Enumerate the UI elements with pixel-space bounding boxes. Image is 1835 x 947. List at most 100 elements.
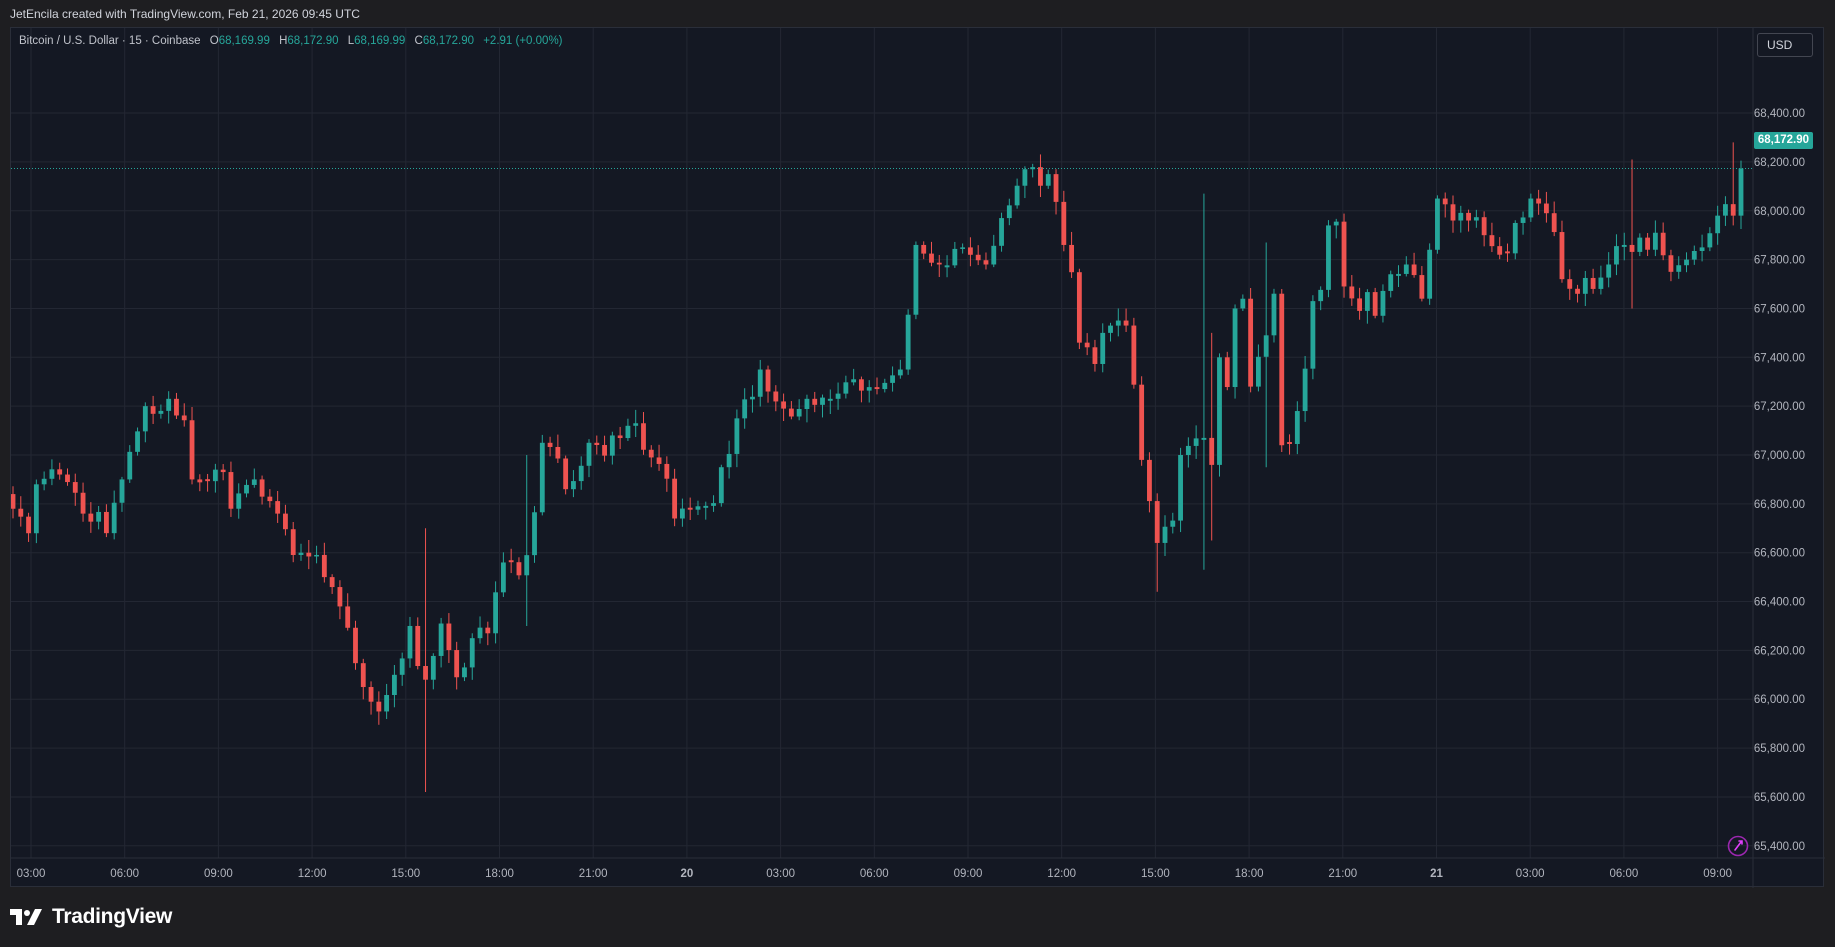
candle-body — [742, 399, 748, 419]
candle-body — [1567, 279, 1573, 289]
x-tick-label: 06:00 — [1610, 868, 1639, 880]
candlestick-chart[interactable]: 65,400.00 65,600.00 65,800.00 66,000.00 66,2… — [11, 28, 1825, 888]
candle-body — [796, 408, 802, 417]
candle-body — [944, 265, 950, 268]
candle-body — [656, 457, 662, 464]
candle-body — [119, 479, 125, 503]
candle-body — [18, 508, 24, 517]
y-tick-label: 67,600.00 — [1754, 303, 1805, 315]
candle-body — [960, 247, 966, 249]
candle-body — [1450, 204, 1456, 221]
candle-body — [1333, 221, 1339, 226]
candle-body — [251, 479, 257, 485]
candle-body — [259, 479, 265, 497]
candle-body — [423, 666, 428, 680]
candle-body — [617, 435, 623, 439]
candle-body — [1575, 288, 1580, 294]
candle-body — [1310, 301, 1316, 369]
candle-body — [103, 511, 109, 534]
chart-panel[interactable]: 65,400.00 65,600.00 65,800.00 66,000.00 66,2… — [10, 27, 1825, 888]
candle-body — [882, 382, 888, 390]
x-tick-label: 09:00 — [204, 868, 233, 880]
candle-body — [205, 479, 211, 482]
candle-body — [321, 554, 327, 578]
candle-body — [1162, 526, 1168, 543]
candle-body — [181, 415, 187, 421]
candle-body — [1014, 185, 1020, 206]
candle-body — [524, 555, 530, 576]
y-tick-label: 66,600.00 — [1754, 548, 1805, 560]
candle-body — [835, 393, 841, 399]
candle-body — [493, 592, 499, 634]
candle-body — [508, 560, 514, 563]
candle-body — [1115, 320, 1121, 326]
candle-body — [399, 658, 405, 675]
candle-body — [88, 513, 94, 522]
candle-body — [127, 451, 133, 480]
candle-body — [1287, 442, 1292, 444]
candle-body — [1707, 233, 1713, 248]
candles — [11, 142, 1753, 793]
candle-body — [773, 391, 779, 402]
y-tick-label: 66,800.00 — [1754, 499, 1805, 511]
close-value: 68,172.90 — [422, 35, 475, 47]
x-tick-label: 03:00 — [17, 868, 46, 880]
candle-body — [477, 627, 483, 639]
candle-body — [360, 663, 366, 688]
tradingview-logo-icon — [10, 909, 42, 925]
candle-body — [555, 446, 561, 459]
candle-body — [337, 587, 343, 607]
tradingview-logo[interactable]: TradingView — [10, 905, 172, 929]
open-label: O — [209, 35, 219, 47]
candle-body — [376, 701, 382, 712]
candle-body — [1326, 225, 1331, 290]
candle-body — [804, 398, 810, 409]
y-tick-label: 67,800.00 — [1754, 255, 1805, 267]
candle-body — [703, 505, 709, 508]
y-tick-label: 68,400.00 — [1754, 108, 1805, 120]
candle-body — [726, 453, 732, 468]
candle-body — [1092, 347, 1098, 364]
candle-body — [1147, 459, 1152, 502]
x-tick-label: 15:00 — [1141, 868, 1170, 880]
candle-body — [1030, 167, 1036, 170]
candle-body — [936, 262, 942, 265]
candle-body — [1458, 212, 1464, 221]
candle-body — [633, 423, 639, 426]
candle-body — [469, 638, 475, 668]
candle-body — [1598, 277, 1604, 289]
candle-body — [1372, 292, 1378, 316]
candle-body — [329, 577, 335, 588]
candle-body — [1294, 411, 1300, 444]
candle-body — [80, 492, 86, 514]
candle-body — [859, 379, 864, 391]
candle-body — [1606, 264, 1612, 278]
x-tick-label: 18:00 — [485, 868, 514, 880]
high-label: H — [279, 35, 288, 47]
candle-body — [1668, 255, 1674, 272]
candle-body — [1318, 289, 1324, 302]
candle-body — [812, 398, 818, 405]
x-tick-label: 21:00 — [1328, 868, 1357, 880]
x-tick-label: 12:00 — [1047, 868, 1076, 880]
candle-body — [1582, 277, 1588, 294]
candle-body — [485, 627, 491, 634]
candle-body — [1108, 325, 1113, 333]
candle-body — [1559, 232, 1565, 280]
candle-body — [913, 244, 919, 315]
y-tick-label: 65,400.00 — [1754, 841, 1805, 853]
candle-body — [1263, 335, 1269, 357]
candle-body — [921, 244, 927, 254]
candle-body — [843, 382, 849, 394]
candle-body — [1466, 212, 1471, 221]
magic-wand-icon[interactable] — [1727, 835, 1749, 857]
currency-button[interactable]: USD — [1757, 33, 1813, 57]
y-tick-label: 66,400.00 — [1754, 597, 1805, 609]
candle-body — [1185, 445, 1191, 455]
candle-body — [1357, 298, 1363, 311]
candle-body — [602, 445, 607, 456]
x-tick-label: 21 — [1430, 868, 1443, 880]
candle-body — [648, 449, 654, 458]
candle-body — [407, 625, 413, 659]
candle-body — [26, 516, 31, 534]
